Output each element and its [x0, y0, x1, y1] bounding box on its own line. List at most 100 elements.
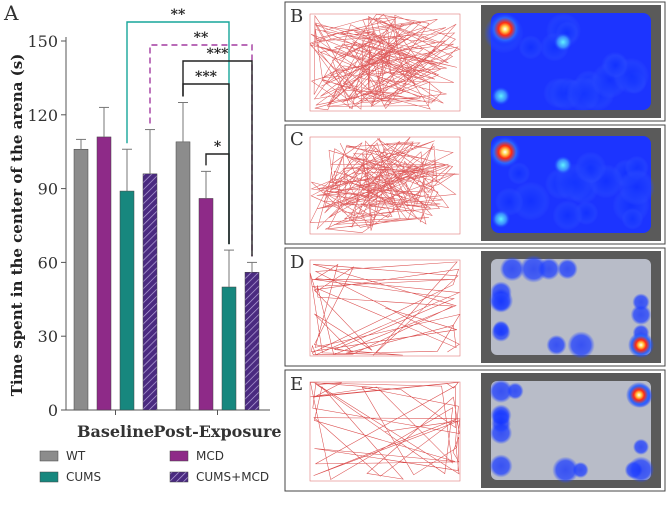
- heatmap-warm-spot: [554, 156, 572, 175]
- legend-label: MCD: [196, 449, 224, 463]
- heatmap-blob: [491, 292, 511, 312]
- bar-mcd: [96, 136, 112, 411]
- arena-outline: [309, 136, 461, 235]
- significance-bracket: **: [149, 30, 253, 257]
- legend-item: CUMS: [39, 470, 101, 484]
- legend-swatch: [39, 450, 59, 462]
- heatmap-hotspot: [489, 13, 521, 45]
- legend-label: WT: [66, 449, 86, 463]
- legend-label: CUMS+MCD: [196, 470, 269, 484]
- legend-item: WT: [39, 449, 86, 463]
- significance-label: *: [214, 139, 222, 155]
- legend-item: MCD: [169, 449, 224, 463]
- bar-mcd: [198, 198, 214, 411]
- heatmap-blob: [630, 304, 652, 326]
- significance-bracket: ***: [182, 46, 253, 257]
- heatmap-blob: [511, 181, 551, 221]
- heatmap-blob: [506, 382, 524, 400]
- heatmap-blob: [546, 334, 567, 356]
- panel-label: C: [290, 129, 304, 150]
- tracking-panels: B C D E: [284, 1, 666, 492]
- y-tick-label: 120: [27, 106, 58, 125]
- bar-wt: [73, 148, 89, 411]
- heatmap-blob: [491, 322, 511, 342]
- panel-label: D: [290, 252, 304, 273]
- heatmap-hotspot: [628, 332, 654, 358]
- heatmap-blob: [489, 454, 513, 478]
- y-axis-label: Time spent in the center of the arena (s…: [8, 54, 26, 397]
- y-tick-label: 90: [38, 180, 58, 199]
- legend-swatch: [169, 471, 189, 483]
- legend-item: CUMS+MCD: [169, 470, 269, 484]
- bracket-line: [205, 153, 230, 245]
- heatmap-field: [491, 259, 651, 355]
- occupancy-heatmap: [481, 251, 661, 363]
- track-path: [309, 137, 460, 233]
- y-tick-label: 60: [38, 253, 58, 272]
- heatmap-blob: [621, 208, 644, 230]
- panel-b: B: [284, 1, 666, 122]
- heatmap-blob: [627, 456, 655, 483]
- bar-cums: [119, 190, 135, 411]
- bracket-line: [182, 60, 253, 257]
- bar-wt: [175, 141, 191, 411]
- significance-bracket: *: [205, 139, 230, 245]
- arena-outline: [309, 259, 461, 357]
- panel-d: D: [284, 247, 666, 367]
- heatmap-hotspot: [489, 136, 521, 168]
- bar-chart: A Time spent in the center of the arena …: [3, 1, 282, 484]
- track-path: [309, 261, 461, 356]
- arena-outline: [309, 381, 461, 482]
- movement-track: [309, 136, 461, 235]
- occupancy-heatmap: [481, 5, 661, 118]
- heatmap-warm-spot: [492, 210, 510, 228]
- movement-track: [309, 13, 461, 112]
- heatmap-warm-spot: [554, 33, 572, 52]
- panel-label-a: A: [3, 1, 19, 25]
- y-tick-label: 0: [48, 401, 58, 420]
- significance-label: **: [194, 30, 209, 46]
- track-path: [309, 13, 461, 111]
- significance-label: **: [171, 7, 186, 23]
- heatmap-warm-spot: [492, 87, 510, 105]
- x-tick-label: Baseline: [77, 422, 154, 441]
- occupancy-heatmap: [481, 128, 661, 241]
- panel-label: B: [290, 6, 303, 27]
- heatmap-blob: [632, 438, 650, 455]
- y-tick-label: 150: [27, 32, 58, 51]
- heatmap-blob: [552, 200, 583, 231]
- significance-label: ***: [207, 46, 230, 62]
- bar-cums-mcd: [142, 173, 158, 411]
- panel-e: E: [284, 369, 666, 492]
- heatmap-blob: [495, 187, 524, 217]
- heatmap-blob: [603, 53, 628, 78]
- heatmap-blob: [519, 255, 548, 283]
- heatmap-blob: [618, 169, 655, 206]
- panel-label: E: [290, 374, 303, 395]
- legend: WT MCD CUMS CUMS+MCD: [39, 449, 269, 484]
- y-axis: 0 30 60 90 120 150: [27, 32, 67, 420]
- heatmap-blob: [499, 256, 525, 282]
- significance-label: ***: [195, 69, 218, 85]
- legend-swatch: [169, 450, 189, 462]
- heatmap-blob: [567, 331, 595, 359]
- legend-label: CUMS: [66, 470, 101, 484]
- heatmap-blob: [507, 162, 531, 185]
- significance-brackets: ***********: [126, 7, 253, 257]
- movement-track: [309, 381, 461, 482]
- heatmap-blob: [574, 151, 607, 184]
- heatmap-blob: [518, 35, 543, 60]
- arena-outline: [309, 13, 461, 112]
- bars: [73, 102, 260, 411]
- legend-swatch: [39, 471, 59, 483]
- heatmap-blob: [491, 413, 511, 434]
- heatmap-blob: [552, 456, 579, 484]
- heatmap-blob: [557, 258, 578, 280]
- occupancy-heatmap: [481, 373, 661, 488]
- bar-cums-mcd: [244, 271, 260, 411]
- panel-c: C: [284, 124, 666, 245]
- heatmap-hotspot: [626, 382, 652, 408]
- y-tick-label: 30: [38, 327, 58, 346]
